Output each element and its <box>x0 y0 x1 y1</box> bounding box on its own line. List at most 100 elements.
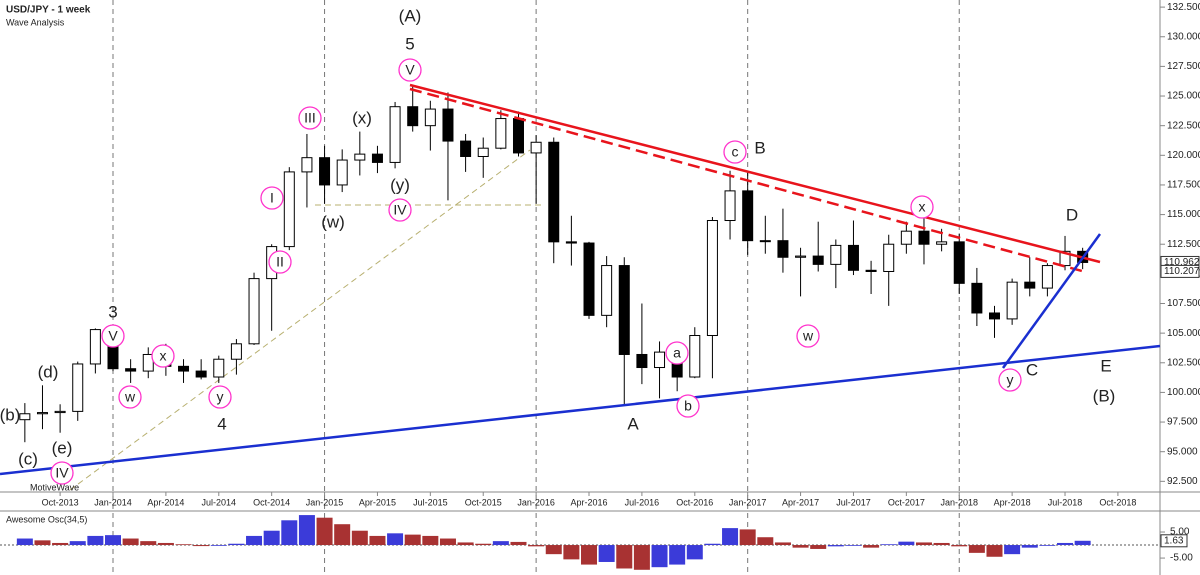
y-tick-label: 92.500 <box>1167 476 1198 487</box>
y-tick-label: 105.000 <box>1167 328 1200 339</box>
wave-label: y <box>1007 372 1014 388</box>
candle-body <box>89 329 101 365</box>
wave-circle <box>208 385 232 409</box>
x-tick-label: Jan-2017 <box>729 497 767 507</box>
x-tick-label: Oct-2016 <box>676 497 713 507</box>
osc-bar <box>545 545 562 555</box>
x-tick-label: Jul-2017 <box>836 497 871 507</box>
candle-body <box>36 412 48 415</box>
osc-bar <box>404 534 421 546</box>
x-tick-label: Apr-2014 <box>147 497 184 507</box>
osc-bar <box>968 545 985 553</box>
osc-bar <box>739 529 756 546</box>
candle-body <box>248 278 260 345</box>
wave-label: C <box>1026 360 1038 379</box>
y-tick-label: 107.500 <box>1167 298 1200 309</box>
price-label: 110.207 <box>1164 266 1200 277</box>
osc-bar <box>122 538 139 546</box>
candle-body <box>936 241 948 245</box>
x-tick-label: Apr-2017 <box>782 497 819 507</box>
candle-body <box>989 312 1000 320</box>
y-tick-label: 95.000 <box>1167 446 1198 457</box>
wave-label: x <box>160 348 167 364</box>
wave-label: 5 <box>405 34 414 53</box>
osc-bar <box>651 545 668 568</box>
chart-title: USD/JPY - 1 week <box>6 5 91 16</box>
osc-bar <box>1004 545 1021 555</box>
osc-bar <box>369 535 386 546</box>
candle-body <box>918 230 930 245</box>
osc-bar <box>863 545 880 548</box>
wave-label: w <box>802 328 814 344</box>
wave-label: B <box>754 138 765 157</box>
osc-bar <box>598 545 615 562</box>
y-tick-label: 127.500 <box>1167 61 1200 72</box>
candle-body <box>72 363 84 412</box>
wave-circle <box>398 58 422 82</box>
candle-body <box>354 153 366 161</box>
candle-body <box>601 265 613 316</box>
osc-bar <box>933 542 950 546</box>
wave-label: b <box>684 398 692 414</box>
y-tick-label: 100.000 <box>1167 387 1200 398</box>
wave-label: (d) <box>38 362 59 381</box>
y-tick-label: 122.500 <box>1167 120 1200 131</box>
osc-bar <box>686 545 703 560</box>
candle-body <box>548 141 560 243</box>
osc-bar <box>510 541 527 546</box>
layers <box>112 0 960 575</box>
osc-bar <box>880 544 897 546</box>
osc-bar <box>563 545 580 560</box>
value-label: 1.63 <box>1164 535 1184 546</box>
panel-title: Awesome Osc(34,5) <box>6 514 87 524</box>
x-tick-label: Jul-2018 <box>1048 497 1083 507</box>
osc-bar <box>87 535 104 546</box>
osc-bar <box>774 542 791 546</box>
x-tick-label: Jul-2014 <box>202 497 237 507</box>
wave-label: V <box>108 328 118 344</box>
x-tick-label: Oct-2013 <box>42 497 79 507</box>
wave-label: 4 <box>217 414 226 433</box>
osc-bar <box>263 530 280 546</box>
candle-body <box>1059 250 1071 267</box>
wave-label: (w) <box>321 212 345 231</box>
candle-body <box>19 413 31 421</box>
osc-bar <box>298 515 315 546</box>
wave-circle <box>50 461 74 485</box>
candle-body <box>1024 281 1036 289</box>
candle-body <box>442 108 454 142</box>
candle-body <box>213 358 225 378</box>
candle-body <box>178 365 190 372</box>
candle-body <box>812 255 824 265</box>
candle-body <box>125 368 137 372</box>
wave-label: (b) <box>0 405 20 424</box>
osc-bar <box>475 543 492 546</box>
osc-bar <box>1039 545 1056 546</box>
osc-bar <box>951 545 968 547</box>
osc-bar <box>898 541 915 546</box>
osc-bar <box>792 545 809 548</box>
chart-subtitle: Wave Analysis <box>6 17 65 27</box>
candle-body <box>971 282 983 314</box>
osc-bar <box>633 545 650 570</box>
wave-label: IV <box>393 202 407 218</box>
osc-bar <box>387 533 404 546</box>
osc-bar <box>193 545 210 547</box>
osc-bar <box>351 530 368 546</box>
wave-label: c <box>732 144 739 160</box>
osc-bar <box>845 545 862 546</box>
y-tick-label: 125.000 <box>1167 91 1200 102</box>
y-tick-label: 117.500 <box>1167 180 1200 191</box>
wave-circle <box>676 394 700 418</box>
wave-circle <box>118 385 142 409</box>
candle-body <box>424 108 436 127</box>
y-tick-label: 102.500 <box>1167 357 1200 368</box>
osc-bar <box>52 542 69 546</box>
candle-body <box>759 240 771 243</box>
osc-bar <box>704 543 721 546</box>
wave-circle <box>260 186 284 210</box>
osc-bar <box>334 524 351 546</box>
value-box <box>1160 534 1188 548</box>
x-tick-label: Oct-2017 <box>888 497 925 507</box>
